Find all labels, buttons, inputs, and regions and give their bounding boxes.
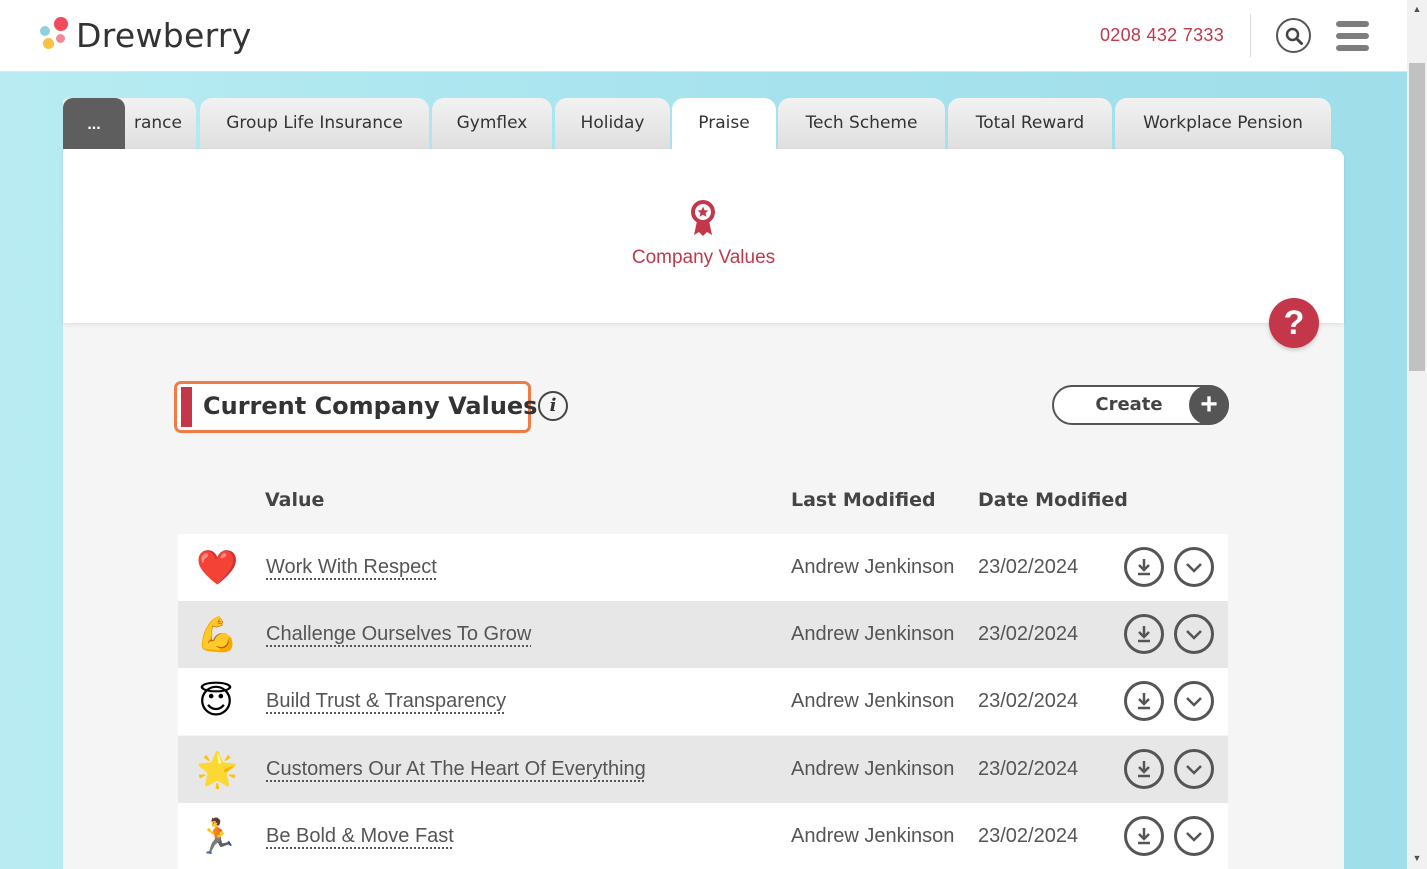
last-modified-user: Andrew Jenkinson: [791, 556, 955, 578]
last-modified-user: Andrew Jenkinson: [791, 690, 955, 712]
section-title: Current Company Values: [203, 392, 538, 420]
phone-number-link[interactable]: 0208 432 7333: [1100, 25, 1225, 45]
chevron-down-icon[interactable]: [1174, 547, 1214, 587]
date-modified: 23/02/2024: [978, 690, 1079, 712]
company-values-title[interactable]: Company Values: [631, 247, 776, 268]
date-modified: 23/02/2024: [978, 825, 1079, 847]
table-row: ❤️ Work With Respect Andrew Jenkinson 23…: [178, 534, 1228, 601]
chevron-down-icon[interactable]: [1174, 681, 1214, 721]
scroll-up-arrow-icon[interactable]: ▲: [1412, 4, 1422, 14]
last-modified-user: Andrew Jenkinson: [791, 623, 955, 645]
download-icon[interactable]: [1124, 681, 1164, 721]
flexed-biceps-icon: 💪: [196, 615, 239, 655]
search-button[interactable]: [1276, 18, 1311, 53]
heading-accent-bar: [181, 387, 192, 427]
table-row: 🌟 Customers Our At The Heart Of Everythi…: [178, 736, 1228, 803]
hamburger-menu-icon[interactable]: [1336, 21, 1370, 51]
chevron-down-icon[interactable]: [1174, 749, 1214, 789]
glowing-star-icon: 🌟: [196, 750, 239, 790]
plus-icon: +: [1189, 385, 1229, 425]
table-row: 😇 Build Trust & Transparency Andrew Jenk…: [178, 668, 1228, 735]
logo-dots-icon: [38, 16, 72, 50]
tab-workplace-pension[interactable]: Workplace Pension: [1115, 98, 1331, 149]
value-link[interactable]: Challenge Ourselves To Grow: [266, 623, 532, 645]
column-header-date-modified: Date Modified: [978, 489, 1128, 511]
chevron-down-icon[interactable]: [1174, 614, 1214, 654]
value-link[interactable]: Customers Our At The Heart Of Everything: [266, 758, 646, 780]
panel-header: Company Values: [63, 149, 1344, 323]
download-icon[interactable]: [1124, 614, 1164, 654]
header-divider: [1250, 14, 1251, 57]
tab-total-reward[interactable]: Total Reward: [948, 98, 1112, 149]
award-ribbon-icon: [689, 199, 717, 237]
last-modified-user: Andrew Jenkinson: [791, 758, 955, 780]
value-link[interactable]: Be Bold & Move Fast: [266, 825, 454, 847]
column-header-value: Value: [265, 489, 325, 511]
drewberry-logo[interactable]: Drewberry: [38, 16, 258, 58]
benefit-tabs: ... rance Group Life Insurance Gymflex H…: [63, 98, 1344, 149]
scrollbar-thumb[interactable]: [1409, 63, 1425, 371]
date-modified: 23/02/2024: [978, 623, 1079, 645]
tabs-more-button[interactable]: ...: [63, 98, 125, 149]
date-modified: 23/02/2024: [978, 556, 1079, 578]
tab-praise[interactable]: Praise: [672, 98, 776, 149]
table-row: 💪 Challenge Ourselves To Grow Andrew Jen…: [178, 601, 1228, 668]
tab-group-life-insurance[interactable]: Group Life Insurance: [200, 98, 429, 149]
tab-tech-scheme[interactable]: Tech Scheme: [778, 98, 945, 149]
download-icon[interactable]: [1124, 547, 1164, 587]
value-link[interactable]: Work With Respect: [266, 556, 437, 578]
chevron-down-icon[interactable]: [1174, 816, 1214, 856]
tab-holiday[interactable]: Holiday: [555, 98, 670, 149]
download-icon[interactable]: [1124, 816, 1164, 856]
scroll-down-arrow-icon[interactable]: ▼: [1412, 853, 1422, 863]
value-link[interactable]: Build Trust & Transparency: [266, 690, 507, 712]
heart-icon: ❤️: [196, 548, 239, 588]
person-running-icon: 🏃: [196, 817, 239, 857]
column-header-last-modified: Last Modified: [791, 489, 936, 511]
info-icon[interactable]: i: [538, 391, 568, 421]
last-modified-user: Andrew Jenkinson: [791, 825, 955, 847]
smiling-face-with-halo-icon: 😇: [198, 682, 234, 722]
site-header: Drewberry 0208 432 7333: [0, 0, 1407, 72]
date-modified: 23/02/2024: [978, 758, 1079, 780]
table-row: 🏃 Be Bold & Move Fast Andrew Jenkinson 2…: [178, 803, 1228, 869]
create-button[interactable]: Create +: [1052, 385, 1229, 425]
brand-name: Drewberry: [76, 16, 252, 55]
current-company-values-heading: Current Company Values: [174, 381, 537, 433]
tab-gymflex[interactable]: Gymflex: [432, 98, 552, 149]
search-icon: [1285, 27, 1303, 45]
help-button[interactable]: ?: [1269, 298, 1319, 348]
download-icon[interactable]: [1124, 749, 1164, 789]
create-label: Create: [1095, 394, 1163, 415]
